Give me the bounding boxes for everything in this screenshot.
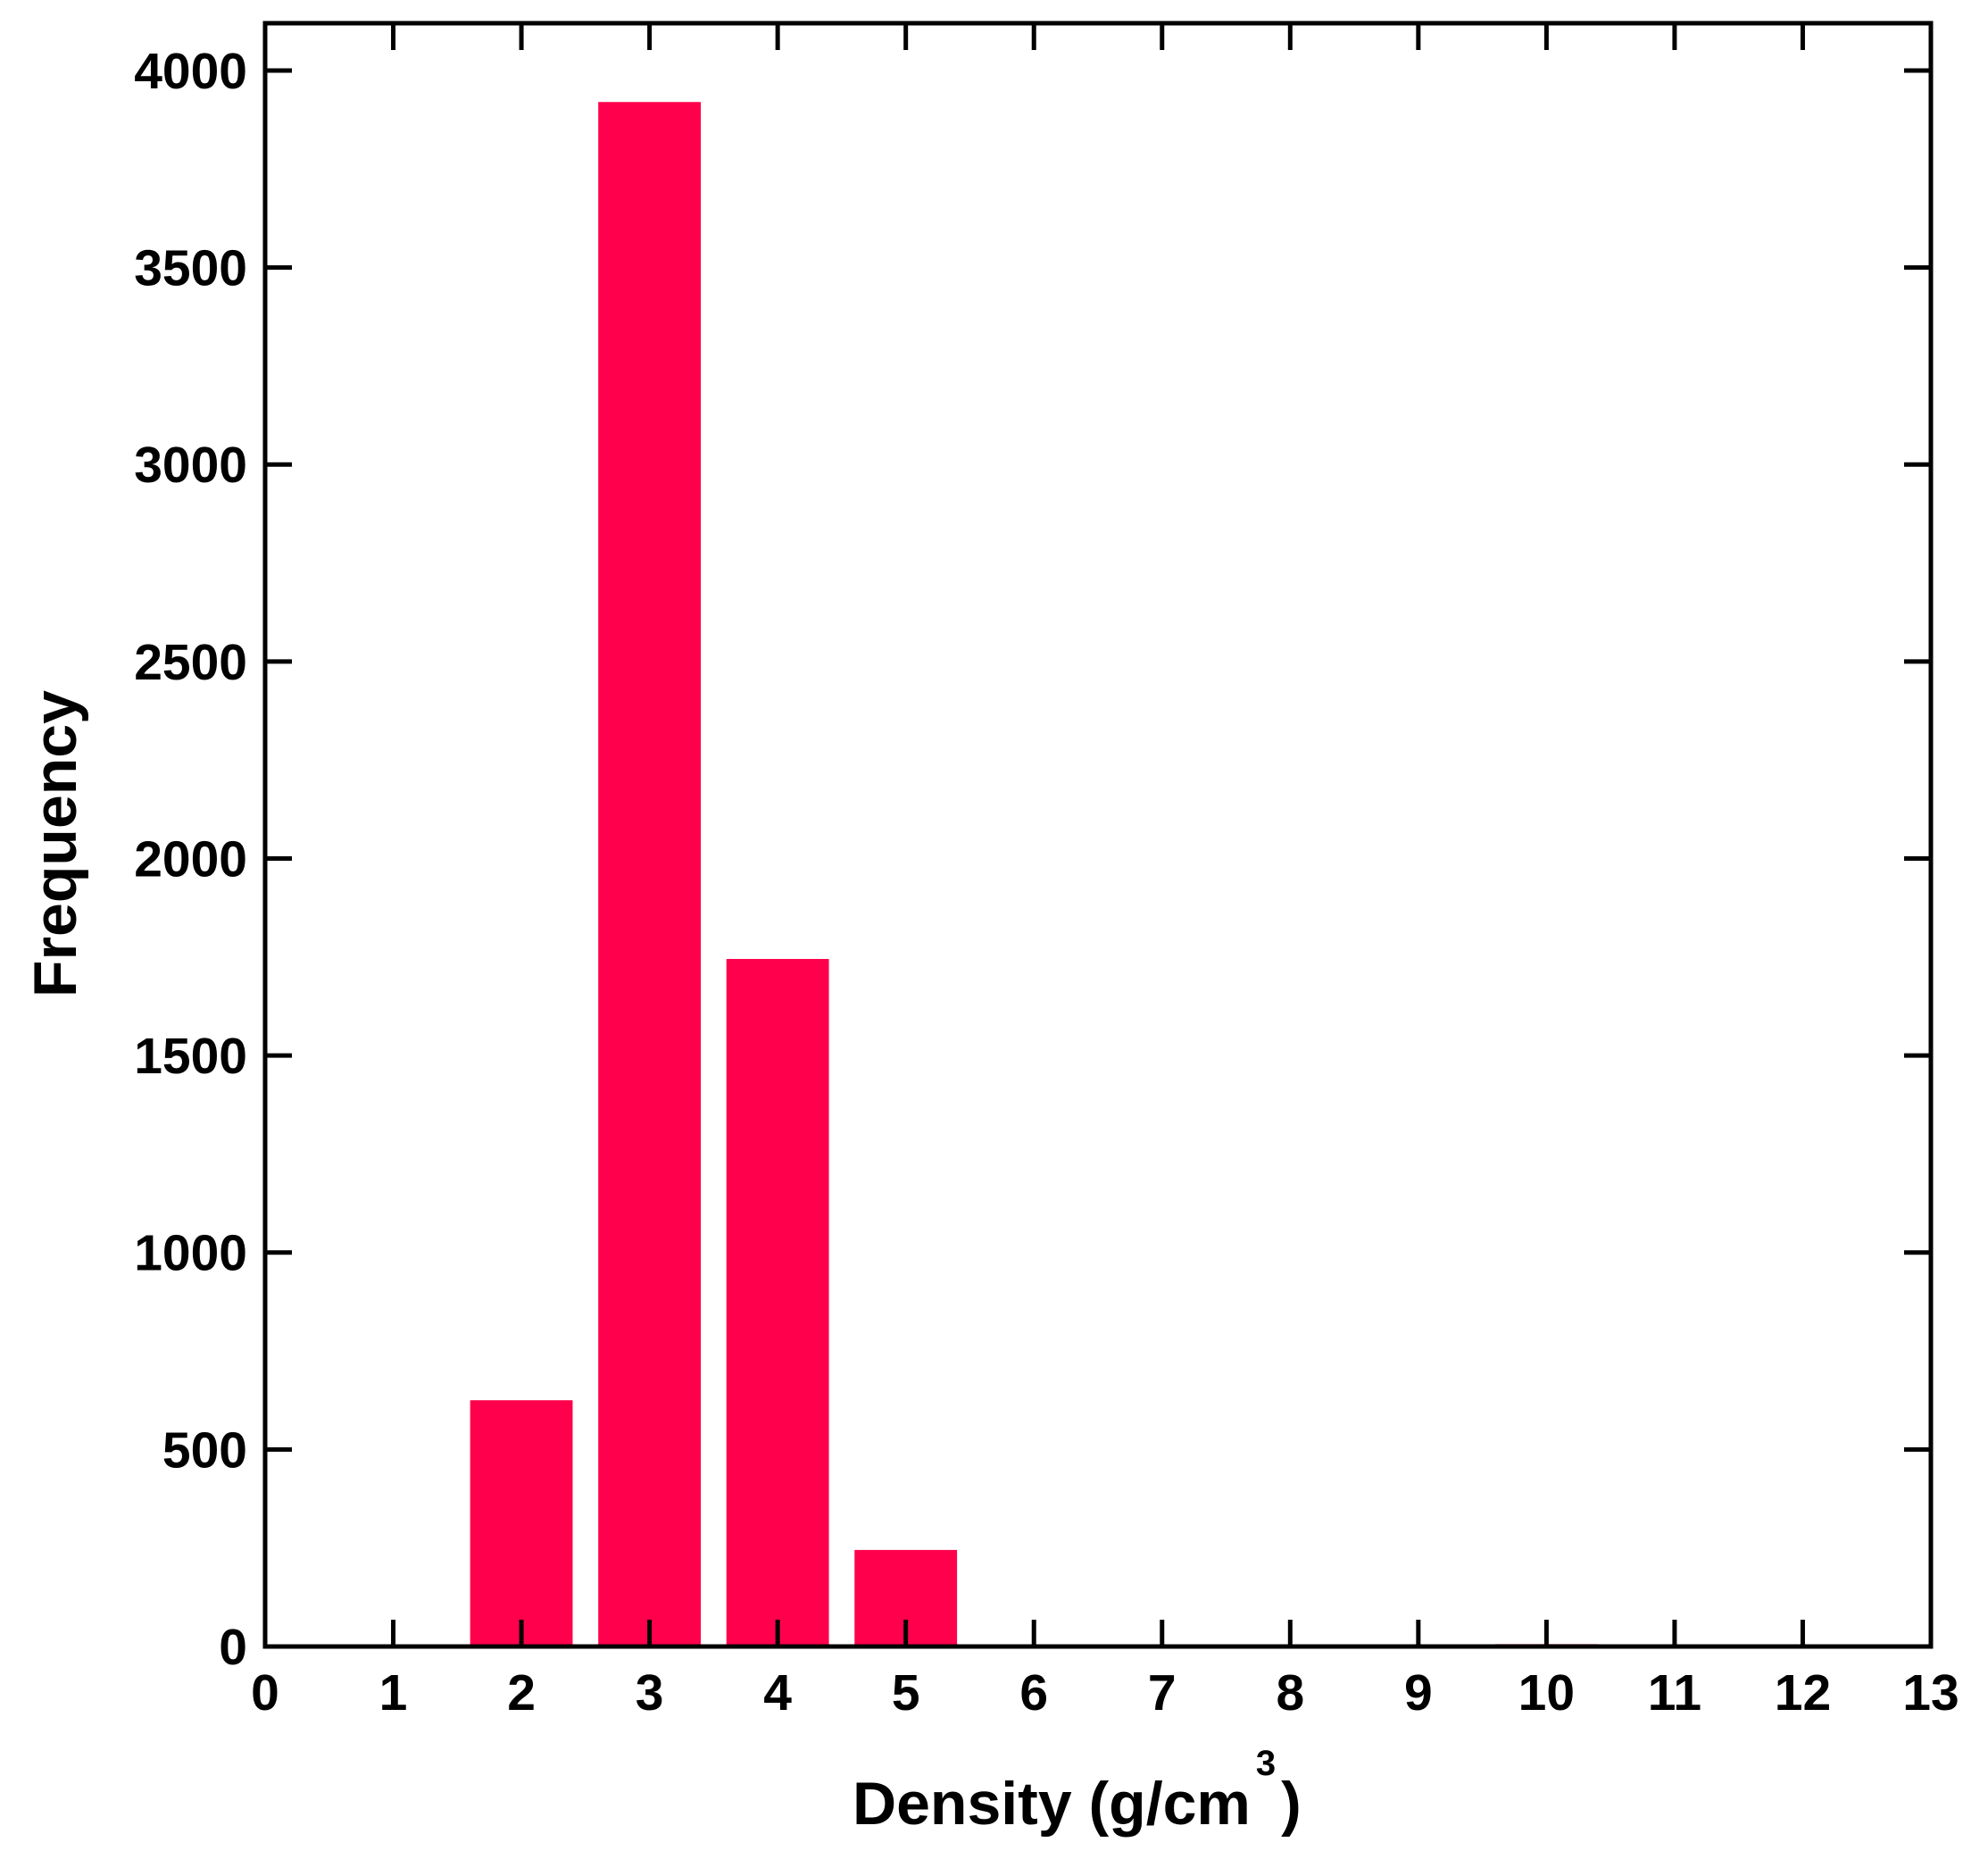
x-tick-labels: 0 1 2 3 4 5 6 7 8 9 10 11 12 13 [251,1664,1959,1721]
x-tick-label-9: 9 [1404,1664,1433,1721]
y-tick-label-1000: 1000 [134,1225,247,1282]
x-tick-label-13: 13 [1902,1664,1959,1721]
y-tick-label-3500: 3500 [134,240,247,297]
x-axis-title: Density (g/cm3) [853,1744,1302,1838]
x-tick-label-12: 12 [1775,1664,1831,1721]
y-tick-label-2000: 2000 [134,830,247,888]
x-tick-label-3: 3 [636,1664,664,1721]
y-tick-label-1500: 1500 [134,1028,247,1085]
x-tick-label-0: 0 [251,1664,279,1721]
x-axis-title-suffix: ) [1281,1770,1302,1838]
x-tick-label-7: 7 [1148,1664,1177,1721]
x-tick-label-8: 8 [1276,1664,1304,1721]
x-axis-title-superscript: 3 [1256,1744,1276,1783]
x-tick-label-5: 5 [892,1664,920,1721]
bar-3 [598,102,702,1646]
x-tick-label-6: 6 [1019,1664,1048,1721]
y-tick-label-0: 0 [219,1619,247,1676]
x-tick-label-1: 1 [379,1664,408,1721]
bars-group [470,102,1854,1646]
plot-frame [262,21,1934,1649]
y-tick-label-3000: 3000 [134,437,247,494]
x-tick-label-4: 4 [763,1664,792,1721]
y-tick-label-4000: 4000 [134,43,247,100]
y-axis-title: Frequency [21,690,89,997]
x-tick-label-11: 11 [1648,1664,1701,1721]
x-tick-label-2: 2 [507,1664,536,1721]
y-tick-labels: 0 500 1000 1500 2000 2500 3000 3500 4000 [134,43,247,1676]
y-tick-label-500: 500 [162,1421,247,1479]
bar-4 [726,958,829,1646]
bar-2 [470,1400,573,1646]
y-tick-label-2500: 2500 [134,634,247,691]
x-axis-title-main: Density (g/cm [853,1770,1251,1838]
x-tick-label-10: 10 [1518,1664,1575,1721]
